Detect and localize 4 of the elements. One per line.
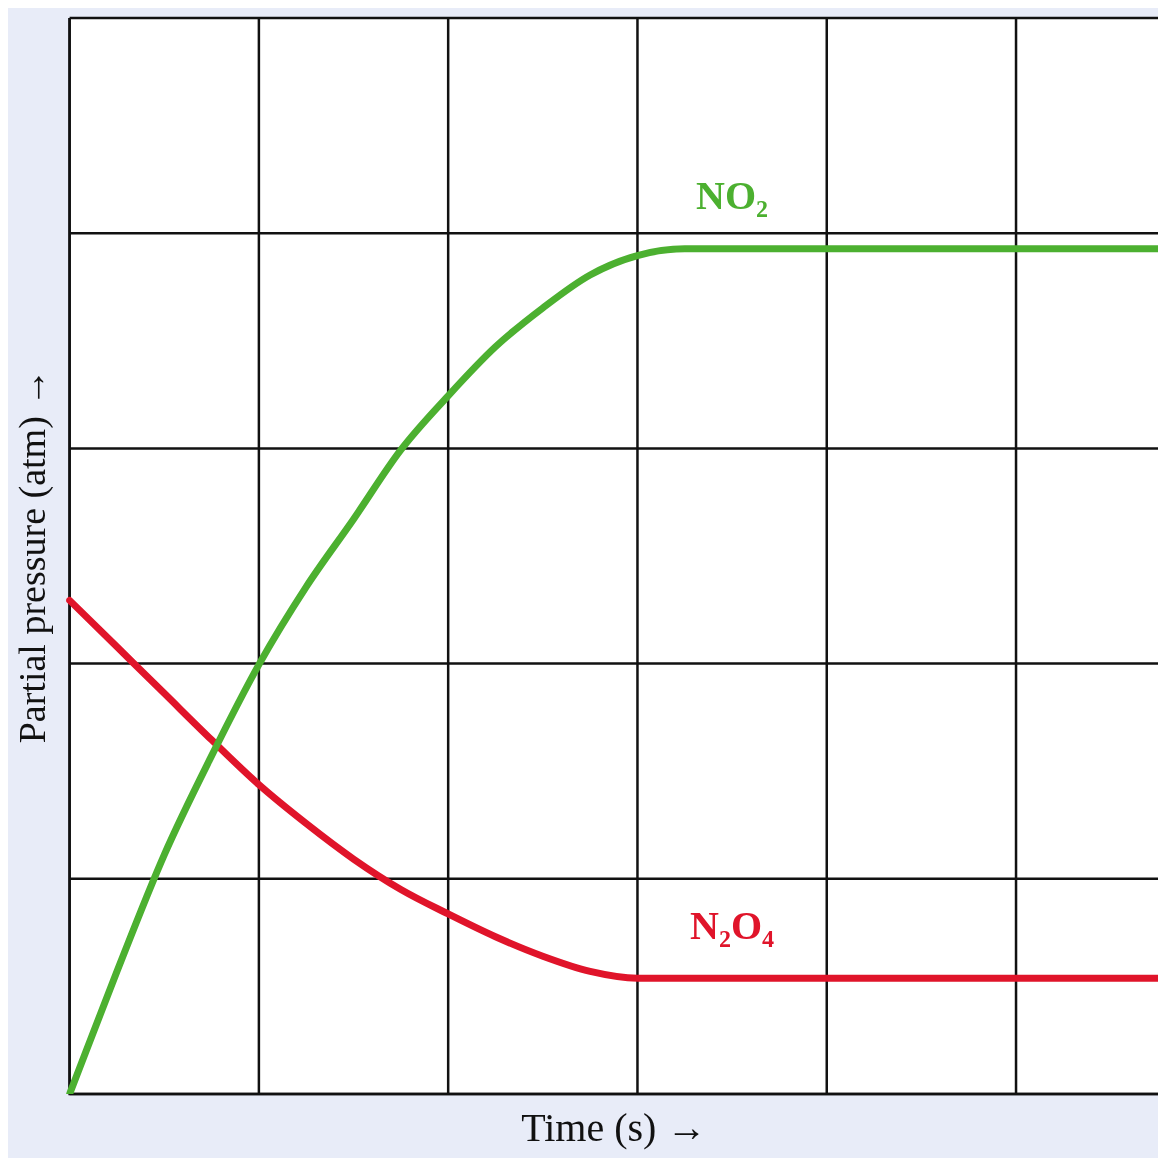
y-axis-title: Partial pressure (atm) → bbox=[10, 368, 54, 744]
series-label: N₂O₄ bbox=[690, 902, 775, 948]
x-axis-title: Time (s) → bbox=[521, 1104, 707, 1150]
series-label: NO₂ bbox=[696, 173, 769, 219]
